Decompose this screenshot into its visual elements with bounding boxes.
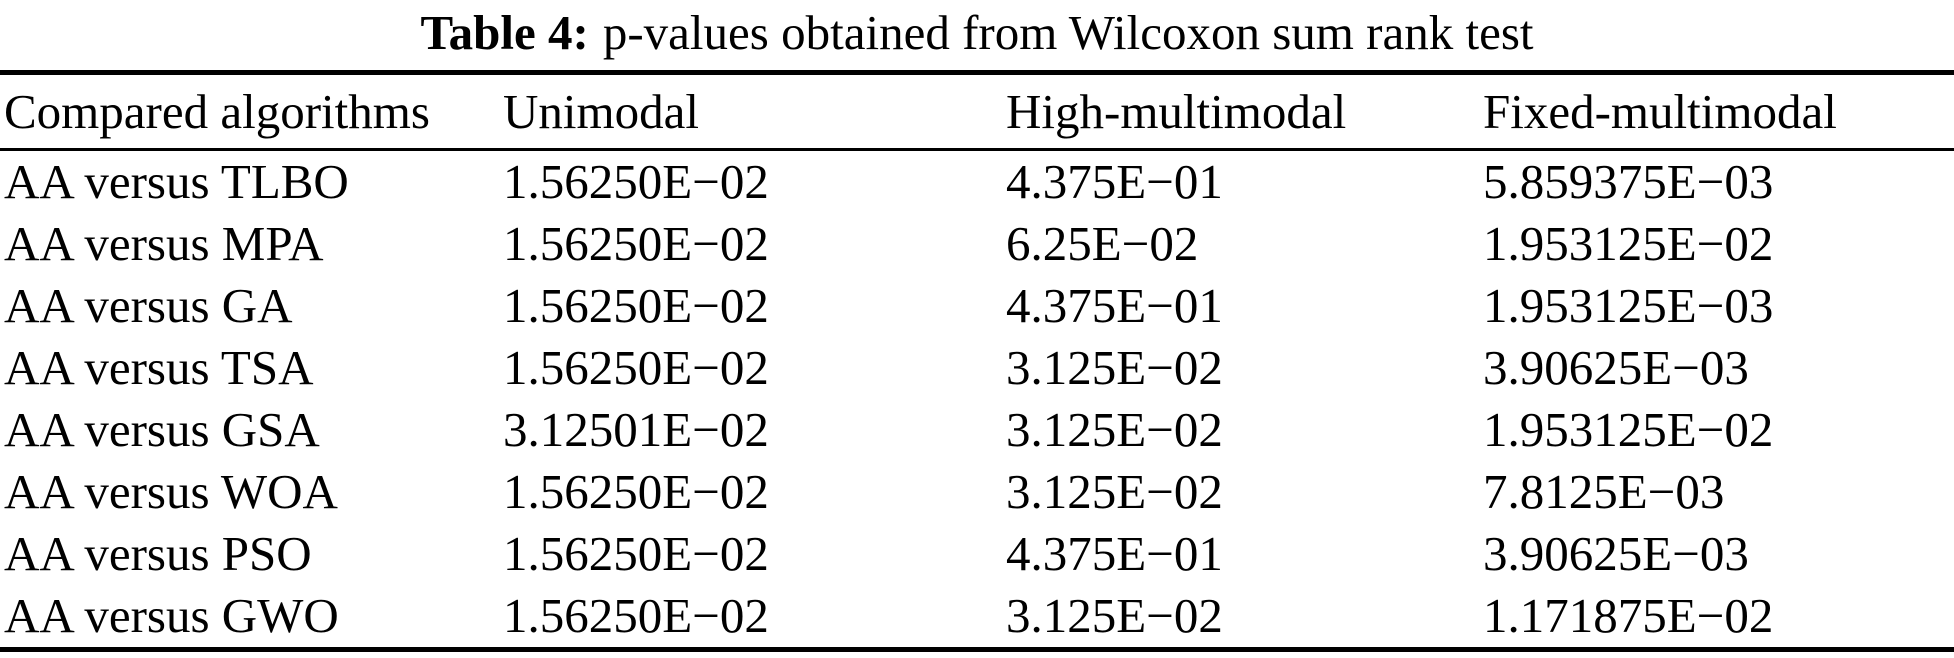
- unimodal-cell: 1.56250E−02: [503, 278, 769, 333]
- high-multimodal-cell: 4.375E−01: [1006, 154, 1223, 209]
- unimodal-cell: 1.56250E−02: [503, 526, 769, 581]
- table-row: AA versus WOA 1.56250E−02 3.125E−02 7.81…: [0, 461, 1954, 523]
- high-multimodal-cell: 4.375E−01: [1006, 526, 1223, 581]
- table-row: AA versus GWO 1.56250E−02 3.125E−02 1.17…: [0, 585, 1954, 650]
- unimodal-cell: 1.56250E−02: [503, 340, 769, 395]
- table-header-row: Compared algorithms Unimodal High-multim…: [0, 72, 1954, 151]
- algorithm-cell: AA versus GA: [4, 278, 293, 333]
- fixed-multimodal-cell: 7.8125E−03: [1483, 464, 1725, 519]
- high-multimodal-cell: 6.25E−02: [1006, 216, 1199, 271]
- algorithm-cell: AA versus GSA: [4, 402, 320, 457]
- high-multimodal-cell: 3.125E−02: [1006, 588, 1223, 643]
- header-unimodal: Unimodal: [503, 72, 1006, 151]
- table-row: AA versus MPA 1.56250E−02 6.25E−02 1.953…: [0, 213, 1954, 275]
- high-multimodal-cell: 3.125E−02: [1006, 402, 1223, 457]
- algorithm-cell: AA versus TSA: [4, 340, 314, 395]
- high-multimodal-cell: 4.375E−01: [1006, 278, 1223, 333]
- header-fixed-multimodal: Fixed-multimodal: [1483, 72, 1954, 151]
- unimodal-cell: 3.12501E−02: [503, 402, 769, 457]
- unimodal-cell: 1.56250E−02: [503, 154, 769, 209]
- algorithm-cell: AA versus PSO: [4, 526, 312, 581]
- table-row: AA versus GSA 3.12501E−02 3.125E−02 1.95…: [0, 399, 1954, 461]
- table-caption-text: p-values obtained from Wilcoxon sum rank…: [602, 5, 1534, 60]
- table-row: AA versus TLBO 1.56250E−02 4.375E−01 5.8…: [0, 150, 1954, 214]
- fixed-multimodal-cell: 5.859375E−03: [1483, 154, 1774, 209]
- fixed-multimodal-cell: 1.953125E−03: [1483, 278, 1774, 333]
- algorithm-cell: AA versus GWO: [4, 588, 339, 643]
- unimodal-cell: 1.56250E−02: [503, 464, 769, 519]
- algorithm-cell: AA versus WOA: [4, 464, 338, 519]
- algorithm-cell: AA versus TLBO: [4, 154, 349, 209]
- table-caption-number: Table 4:: [420, 5, 589, 60]
- unimodal-cell: 1.56250E−02: [503, 588, 769, 643]
- header-high-multimodal: High-multimodal: [1006, 72, 1483, 151]
- table-caption: Table 4: p-values obtained from Wilcoxon …: [0, 0, 1954, 70]
- fixed-multimodal-cell: 1.171875E−02: [1483, 588, 1774, 643]
- header-compared-algorithms: Compared algorithms: [0, 72, 503, 151]
- high-multimodal-cell: 3.125E−02: [1006, 340, 1223, 395]
- table-row: AA versus GA 1.56250E−02 4.375E−01 1.953…: [0, 275, 1954, 337]
- unimodal-cell: 1.56250E−02: [503, 216, 769, 271]
- p-values-table: Compared algorithms Unimodal High-multim…: [0, 70, 1954, 652]
- high-multimodal-cell: 3.125E−02: [1006, 464, 1223, 519]
- table-row: AA versus TSA 1.56250E−02 3.125E−02 3.90…: [0, 337, 1954, 399]
- algorithm-cell: AA versus MPA: [4, 216, 324, 271]
- fixed-multimodal-cell: 1.953125E−02: [1483, 216, 1774, 271]
- fixed-multimodal-cell: 3.90625E−03: [1483, 340, 1749, 395]
- table-row: AA versus PSO 1.56250E−02 4.375E−01 3.90…: [0, 523, 1954, 585]
- fixed-multimodal-cell: 3.90625E−03: [1483, 526, 1749, 581]
- fixed-multimodal-cell: 1.953125E−02: [1483, 402, 1774, 457]
